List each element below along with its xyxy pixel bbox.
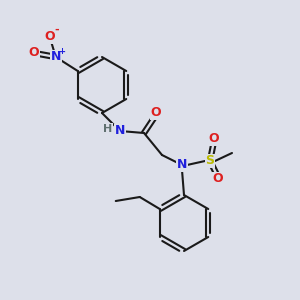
- Text: O: O: [28, 46, 39, 59]
- Text: H: H: [103, 124, 112, 134]
- Text: S: S: [206, 154, 214, 167]
- Text: N: N: [115, 124, 125, 137]
- Text: N: N: [177, 158, 187, 172]
- Text: O: O: [151, 106, 161, 119]
- Text: +: +: [58, 46, 65, 56]
- Text: -: -: [54, 25, 59, 35]
- Text: O: O: [213, 172, 223, 185]
- Text: O: O: [209, 133, 219, 146]
- Text: N: N: [51, 50, 61, 64]
- Text: O: O: [44, 31, 55, 44]
